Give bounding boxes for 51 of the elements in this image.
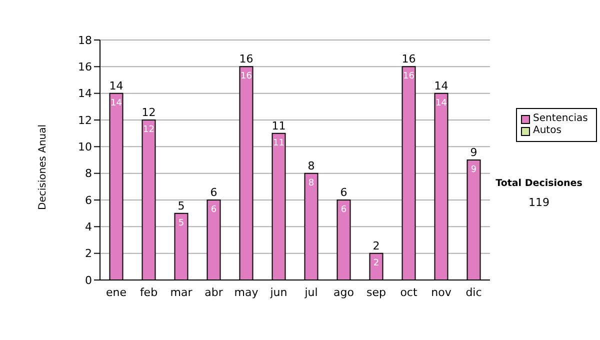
data-label: 2 (373, 258, 380, 268)
legend-label: Autos (533, 125, 562, 137)
total-label: 6 (210, 186, 218, 199)
y-axis-title: Decisiones Anual (38, 124, 49, 210)
x-tick-label: abr (204, 286, 224, 299)
x-tick-label: feb (140, 286, 158, 299)
y-tick-label: 8 (85, 167, 92, 180)
y-tick-label: 4 (85, 220, 92, 234)
x-tick-label: dic (466, 286, 482, 299)
x-tick-label: mar (170, 286, 193, 299)
y-tick-label: 16 (78, 60, 92, 74)
data-label: 14 (110, 98, 122, 108)
x-tick-label: may (234, 286, 259, 299)
data-label: 8 (308, 178, 314, 188)
y-tick-label: 12 (78, 114, 92, 127)
y-tick-label: 10 (78, 140, 92, 154)
total-label: 8 (308, 159, 315, 172)
x-tick-label: jun (269, 286, 288, 299)
data-label: 11 (273, 138, 284, 148)
x-tick-label: ene (106, 286, 127, 299)
x-tick-label: jul (304, 286, 318, 299)
total-label: 9 (470, 146, 478, 159)
total-label: 6 (340, 186, 348, 199)
x-tick-label: nov (431, 286, 452, 299)
y-tick-label: 14 (78, 87, 92, 100)
legend-label: Sentencias (533, 113, 588, 125)
text: 119 (528, 196, 550, 209)
data-label: 6 (210, 205, 217, 215)
data-label: 14 (436, 98, 448, 108)
data-label: 16 (240, 72, 252, 82)
y-tick-label: 18 (78, 34, 92, 47)
total-label: 5 (178, 199, 185, 212)
total-label: 11 (272, 119, 286, 132)
data-label: 12 (143, 125, 154, 135)
y-tick-label: 2 (85, 247, 92, 260)
x-tick-label: ago (334, 286, 354, 299)
data-label: 6 (340, 205, 347, 215)
x-tick-label: oct (400, 286, 418, 299)
x-tick-label: sep (366, 286, 386, 299)
total-label: 14 (109, 79, 124, 92)
total-label: 16 (402, 52, 416, 66)
total-label: 16 (239, 52, 254, 66)
data-label: 16 (403, 72, 415, 82)
text: Total Decisiones (494, 178, 584, 189)
total-label: 12 (142, 106, 156, 119)
data-label: 5 (178, 218, 184, 228)
data-label: 9 (470, 165, 477, 175)
y-tick-label: 6 (85, 194, 92, 207)
total-label: 14 (434, 79, 448, 92)
y-tick-label: 0 (85, 274, 92, 287)
total-label: 2 (372, 239, 380, 252)
